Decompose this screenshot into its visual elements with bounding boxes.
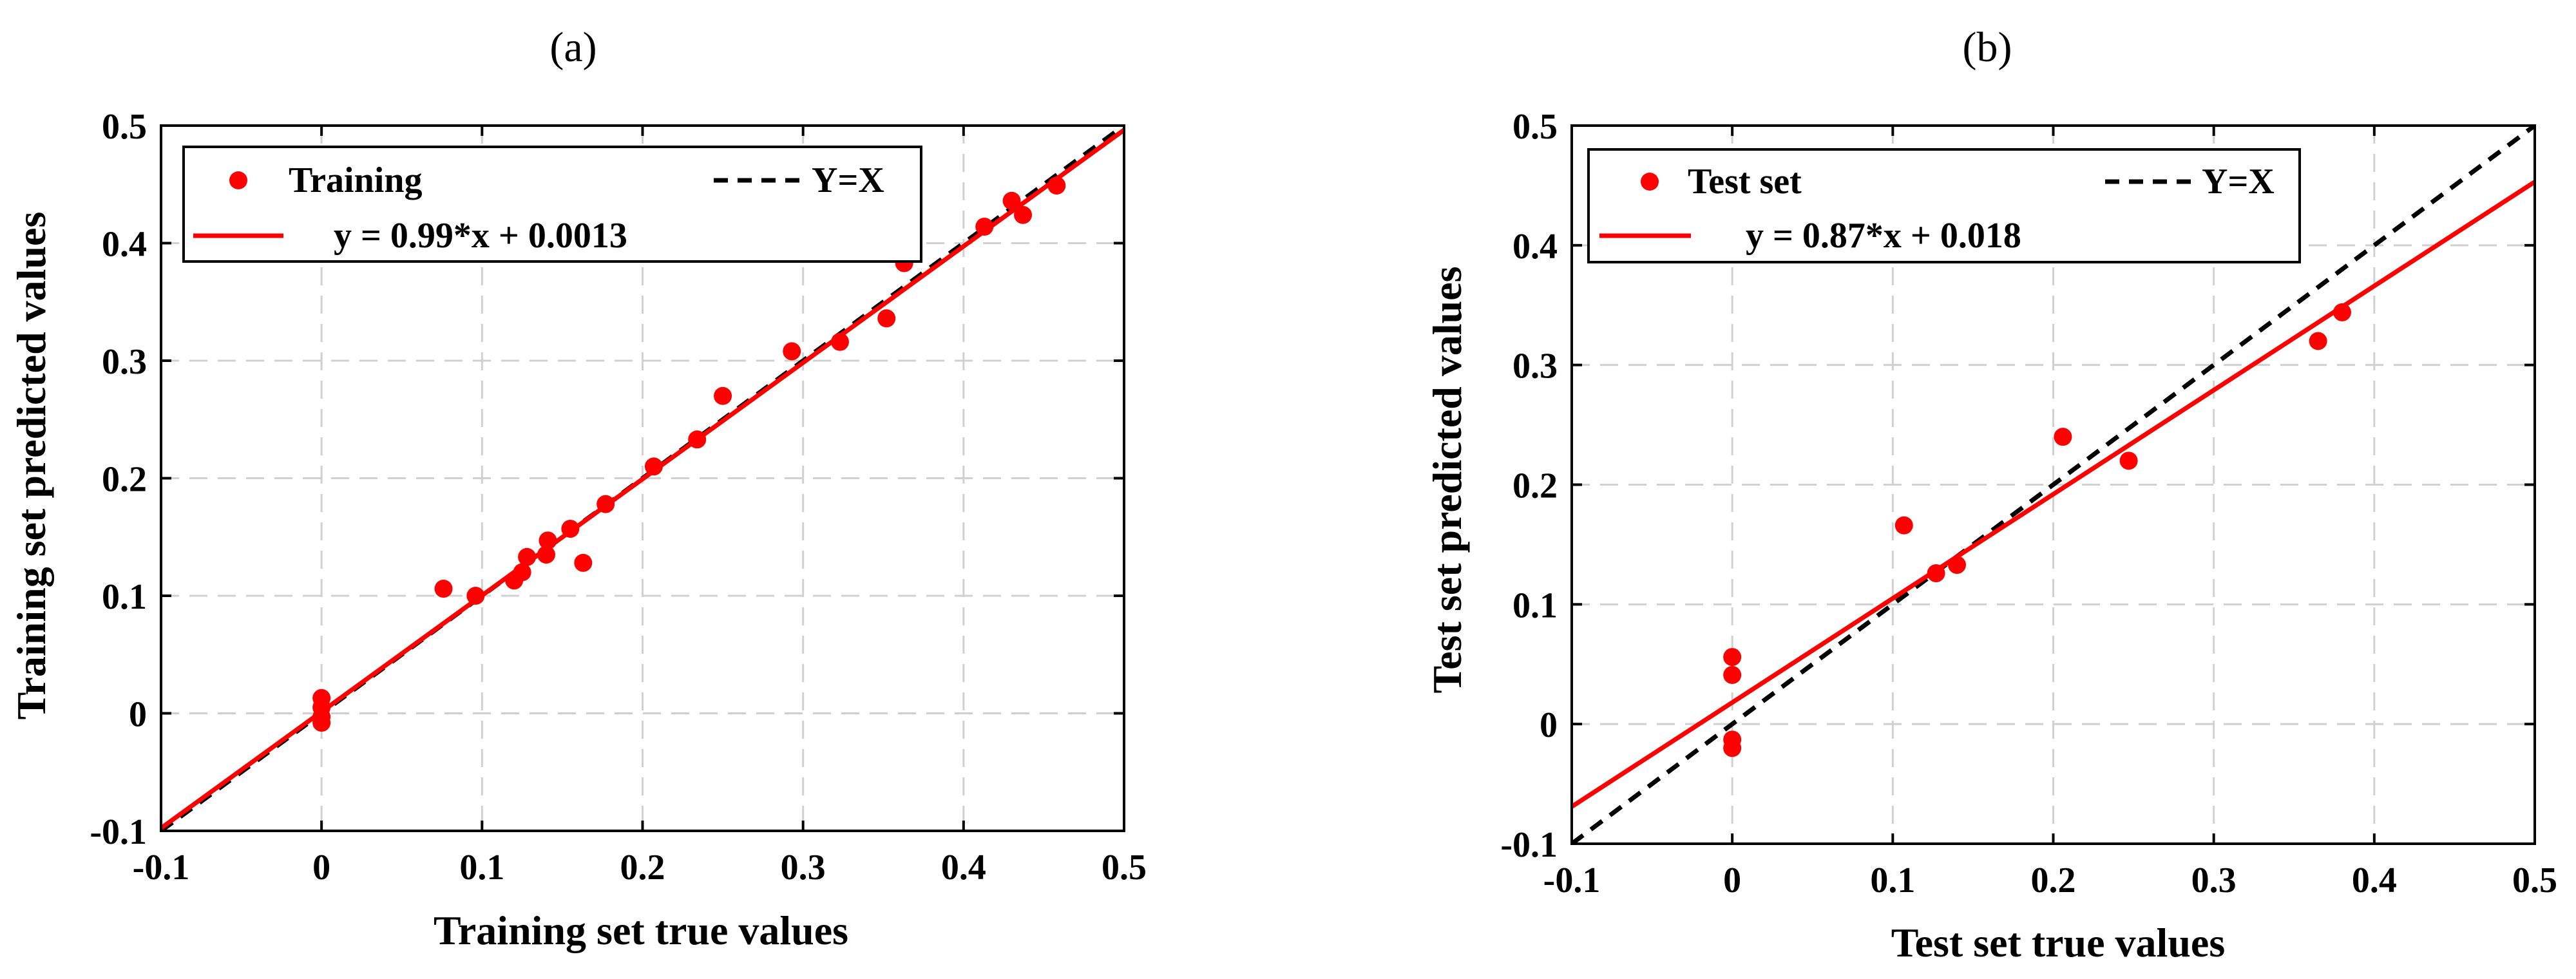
panel-a-legend-box bbox=[182, 146, 922, 263]
panel-a-legend-points-marker bbox=[229, 171, 247, 189]
panel-b-x-axis-title: Test set true values bbox=[1891, 920, 2225, 965]
panel-b-identity-line bbox=[1572, 126, 2535, 844]
panel-b-data-point bbox=[2309, 332, 2327, 350]
panel-b-data-point bbox=[1723, 665, 1742, 684]
panel-b-x-tick-label: 0.5 bbox=[2512, 860, 2557, 900]
panel-b-y-tick-label: 0.3 bbox=[1512, 347, 1558, 386]
panel-b-x-tick-label: 0 bbox=[1723, 860, 1741, 900]
panel-a-y-axis-title: Training set predicted values bbox=[8, 212, 54, 720]
panel-a: (a) -0.1 0 0.1 0.2 0.3 0.4 0.5 -0.1 0 0.1 0.2 0.3 0.… bbox=[8, 24, 1147, 953]
panel-a-x-tick-label: 0.5 bbox=[1102, 848, 1147, 888]
panel-b-y-tick-label: 0.2 bbox=[1512, 466, 1558, 506]
panel-a-x-tick-label: 0.4 bbox=[941, 848, 986, 888]
panel-b-x-tick-label: 0.1 bbox=[1870, 860, 1915, 900]
panel-a-x-tick-label: 0.1 bbox=[459, 848, 504, 888]
panel-a-data-point bbox=[537, 546, 555, 564]
panel-a-data-point bbox=[539, 531, 557, 550]
panel-b-x-tick-label: 0.3 bbox=[2191, 860, 2237, 900]
panel-a-x-tick-label: 0 bbox=[312, 848, 330, 888]
panel-a-x-tick-label: 0.2 bbox=[620, 848, 665, 888]
panel-a-data-point bbox=[714, 386, 732, 405]
panel-b-data-point bbox=[2333, 303, 2351, 321]
panel-a-data-point bbox=[1014, 205, 1033, 224]
panel-a-x-tick-label: -0.1 bbox=[133, 848, 190, 888]
panel-a-data-point bbox=[644, 457, 663, 476]
panel-b-data-point bbox=[1894, 516, 1913, 535]
panel-b-legend-points-marker bbox=[1641, 173, 1659, 191]
panel-b-y-tick-label: -0.1 bbox=[1500, 825, 1558, 865]
panel-a-legend: Training Y=X y = 0.99*x + 0.0013 bbox=[182, 146, 922, 263]
panel-b-data-point bbox=[2054, 428, 2072, 446]
panel-a-data-point bbox=[518, 547, 537, 566]
panel-b-y-tick-label: 0.5 bbox=[1512, 107, 1558, 147]
panel-b-data-point bbox=[1723, 648, 1742, 667]
panel-a-data-point bbox=[513, 563, 531, 582]
panel-a-data-point bbox=[312, 714, 331, 732]
panel-b-data-point bbox=[1927, 564, 1945, 583]
panel-a-y-tick-label: -0.1 bbox=[90, 812, 147, 852]
panel-a-label: (a) bbox=[549, 24, 596, 71]
panel-b-y-tick-label: 0.1 bbox=[1512, 585, 1558, 625]
panel-a-data-point bbox=[830, 332, 849, 351]
panel-a-legend-identity-label: Y=X bbox=[812, 160, 884, 200]
panel-a-y-tick-label: 0.1 bbox=[102, 577, 147, 617]
panel-b-y-axis-title: Test set predicted values bbox=[1424, 266, 1470, 693]
panel-a-data-point bbox=[1047, 176, 1066, 195]
panel-b-legend: Test set Y=X y = 0.87*x + 0.018 bbox=[1587, 148, 2301, 263]
panel-b-y-tick-label: 0 bbox=[1540, 705, 1558, 745]
panel-a-legend-points-label: Training bbox=[289, 160, 422, 200]
panel-b-x-tick-label: 0.4 bbox=[2352, 860, 2397, 900]
panel-a-data-point bbox=[975, 217, 994, 236]
panel-b-data-point bbox=[1723, 739, 1742, 757]
panel-a-x-axis-title: Training set true values bbox=[434, 908, 848, 953]
panel-a-y-tick-label: 0.2 bbox=[102, 460, 147, 500]
panel-a-data-point bbox=[1002, 191, 1021, 210]
panel-a-data-point bbox=[688, 430, 707, 449]
panel-a-data-point bbox=[434, 580, 453, 598]
panel-b-x-tick-label: 0.2 bbox=[2031, 860, 2076, 900]
panel-b-legend-identity-label: Y=X bbox=[2202, 162, 2275, 202]
panel-b-legend-points-label: Test set bbox=[1688, 162, 1802, 202]
panel-b-data-point bbox=[1948, 556, 1966, 575]
panel-a-data-point bbox=[466, 587, 485, 605]
panel-a-y-tick-label: 0.3 bbox=[102, 342, 147, 382]
panel-b-y-tick-label: 0.4 bbox=[1512, 227, 1558, 267]
panel-a-data-point bbox=[574, 553, 593, 572]
panel-a-legend-fit-label: y = 0.99*x + 0.0013 bbox=[334, 216, 627, 256]
panel-b-data-point bbox=[2119, 451, 2138, 470]
panel-a-data-point bbox=[596, 495, 615, 513]
panel-b-legend-fit-label: y = 0.87*x + 0.018 bbox=[1746, 216, 2021, 256]
panel-a-y-tick-label: 0.4 bbox=[102, 225, 147, 265]
panel-a-y-tick-label: 0 bbox=[129, 695, 147, 735]
panel-a-x-tick-label: 0.3 bbox=[781, 848, 826, 888]
panel-a-data-point bbox=[783, 342, 801, 361]
panel-b-label: (b) bbox=[1963, 24, 2012, 71]
panel-a-data-point bbox=[561, 519, 580, 538]
panel-b-fit-line bbox=[1572, 180, 2535, 809]
panel-b-legend-box bbox=[1587, 148, 2301, 263]
panel-a-data-point bbox=[877, 309, 896, 328]
panel-b: (b) -0.1 0 0.1 0.2 0.3 0.4 0.5 -0.1 0 0.1 0.2 0.3 0.… bbox=[1424, 24, 2557, 965]
panel-a-y-tick-label: 0.5 bbox=[102, 107, 147, 147]
panel-b-x-tick-label: -0.1 bbox=[1543, 860, 1601, 900]
